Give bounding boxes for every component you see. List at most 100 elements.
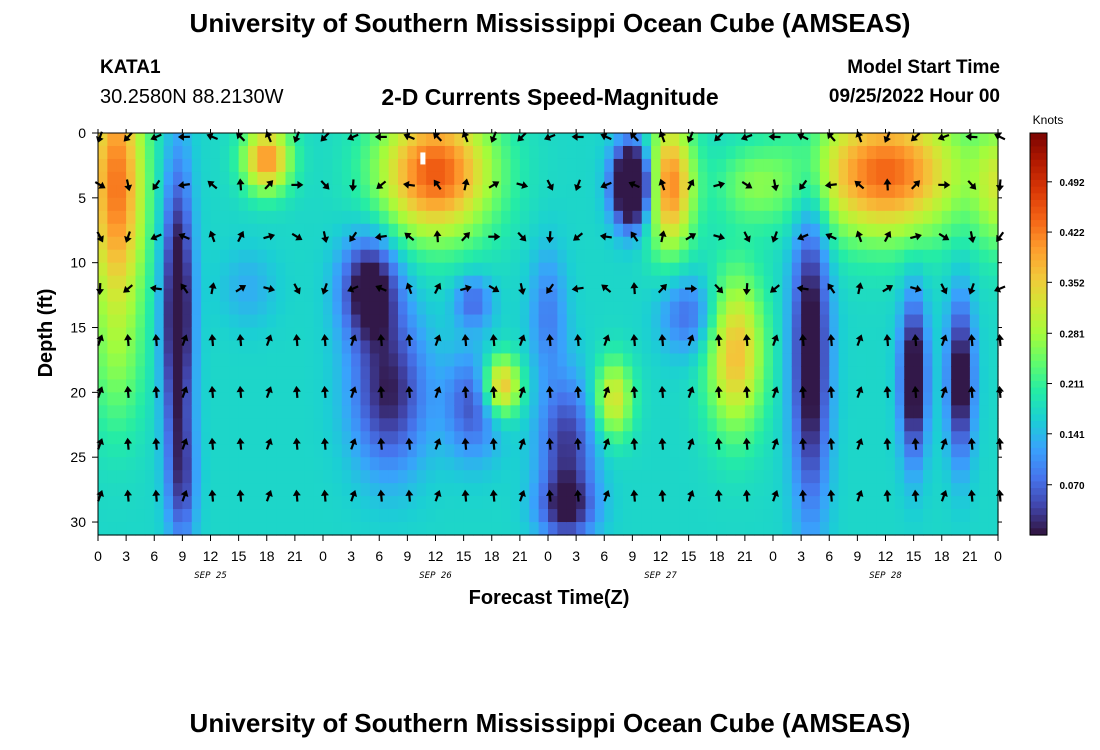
current-arrow [180,283,189,294]
heatmap-cell [726,197,737,212]
heatmap-cell [435,522,446,536]
heatmap-cell [660,444,671,458]
heatmap-cell [829,184,840,199]
heatmap-cell [529,496,540,510]
heatmap-cell [923,236,933,251]
x-tick-label: 15 [906,548,922,564]
heatmap-cell [566,470,577,484]
heatmap-cell [960,301,971,316]
heatmap-cell [594,340,605,355]
heatmap-cell [454,171,465,186]
heatmap-cell [679,444,690,458]
heatmap-cell [444,327,455,342]
heatmap-cell [454,379,465,393]
heatmap-cell [248,392,258,406]
heatmap-cell [557,171,568,186]
current-arrow [967,334,976,347]
heatmap-cell [557,418,568,432]
current-arrow [854,180,865,190]
heatmap-cell [932,444,943,458]
heatmap-cell [173,275,183,290]
heatmap-cell [191,366,202,380]
heatmap-cell [294,509,305,523]
heatmap-cell [332,379,343,393]
heatmap-cell [388,483,399,497]
current-arrow [910,232,922,241]
heatmap-cell [116,288,127,303]
heatmap-cell [801,301,812,316]
heatmap-cell [351,340,362,355]
heatmap-cell [210,236,221,251]
heatmap-cell [210,249,221,264]
heatmap-cell [932,262,943,277]
heatmap-cell [529,171,540,186]
heatmap-cell [323,223,333,238]
heatmap-cell [829,444,840,458]
heatmap-cell [716,496,727,510]
heatmap-cell [829,483,840,497]
heatmap-cell [688,392,699,406]
heatmap-cell [904,431,915,445]
heatmap-cell [323,431,333,445]
current-arrow [967,489,976,502]
heatmap-cell [107,392,118,406]
heatmap-cell [116,133,127,147]
heatmap-cell [744,496,755,510]
heatmap-cell [763,275,774,290]
heatmap-cell [894,379,905,393]
heatmap-cell [913,158,924,173]
heatmap-cell [969,483,980,497]
heatmap-cell [641,301,652,316]
heatmap-cell [248,340,258,355]
heatmap-cell [285,301,296,316]
heatmap-cell [969,314,980,329]
heatmap-cell [332,522,343,536]
heatmap-cell [416,522,427,536]
heatmap-cell [435,327,446,342]
heatmap-cell [876,133,887,147]
heatmap-cell [707,184,718,199]
heatmap-cell [388,392,399,406]
heatmap-cell [248,314,258,329]
heatmap-cell [679,431,690,445]
colorbar-segment [1030,179,1047,188]
heatmap-cell [632,483,643,497]
heatmap-cell [716,262,727,277]
heatmap-cell [229,249,240,264]
heatmap-cell [782,301,793,316]
current-arrow [771,386,779,398]
heatmap-cell [107,340,118,355]
heatmap-cell [510,236,521,251]
heatmap-cell [604,496,615,510]
heatmap-cell [501,184,512,199]
heatmap-cell [960,457,971,471]
heatmap-cell [491,275,502,290]
heatmap-cell [594,197,605,212]
heatmap-cell [913,483,924,497]
heatmap-cell [444,301,455,316]
heatmap-cell [323,197,333,212]
heatmap-cell [623,353,633,368]
heatmap-cell [669,405,680,419]
heatmap-cell [126,262,137,277]
heatmap-cell [201,133,212,147]
heatmap-cell [876,210,887,225]
heatmap-cell [257,379,268,393]
heatmap-cell [801,275,812,290]
heatmap-cell [219,262,230,277]
heatmap-cell [698,379,708,393]
heatmap-cell [557,457,568,471]
heatmap-cell [838,379,849,393]
heatmap-cell [969,418,980,432]
heatmap-cell [341,457,352,471]
heatmap-cell [116,197,127,212]
current-arrow [152,385,161,398]
heatmap-cell [838,353,849,368]
heatmap-cell [332,262,343,277]
heatmap-cell [857,431,868,445]
heatmap-cell [257,444,268,458]
heatmap-cell [866,145,877,160]
heatmap-cell [510,522,521,536]
heatmap-cell [529,522,540,536]
heatmap-cell [604,353,615,368]
